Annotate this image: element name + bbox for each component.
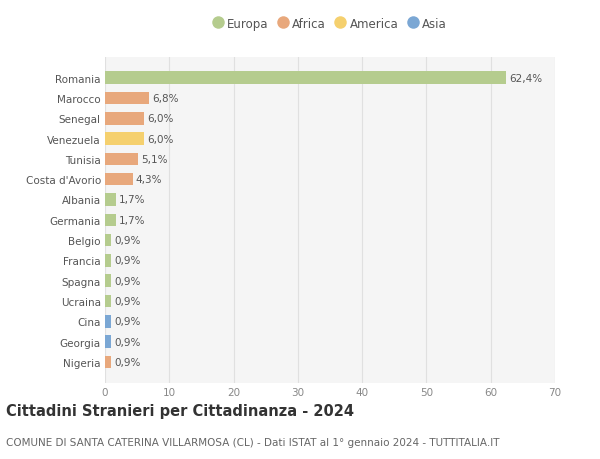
Text: 6,0%: 6,0% (147, 134, 173, 144)
Text: 0,9%: 0,9% (114, 235, 140, 246)
Text: COMUNE DI SANTA CATERINA VILLARMOSA (CL) - Dati ISTAT al 1° gennaio 2024 - TUTTI: COMUNE DI SANTA CATERINA VILLARMOSA (CL)… (6, 437, 499, 447)
Legend: Europa, Africa, America, Asia: Europa, Africa, America, Asia (213, 17, 447, 31)
Text: Cittadini Stranieri per Cittadinanza - 2024: Cittadini Stranieri per Cittadinanza - 2… (6, 403, 354, 419)
Bar (105, 214, 116, 227)
Bar (105, 194, 116, 207)
Text: 0,9%: 0,9% (114, 337, 140, 347)
Bar (105, 92, 149, 105)
Bar (105, 336, 111, 348)
Text: 62,4%: 62,4% (509, 73, 542, 84)
Text: 4,3%: 4,3% (136, 175, 163, 185)
Bar (105, 174, 133, 186)
Text: 0,9%: 0,9% (114, 297, 140, 306)
Text: 5,1%: 5,1% (141, 155, 167, 164)
Text: 0,9%: 0,9% (114, 317, 140, 327)
Bar (105, 113, 143, 125)
Bar (105, 315, 111, 328)
Text: 6,8%: 6,8% (152, 94, 178, 104)
Bar (105, 133, 143, 146)
Text: 6,0%: 6,0% (147, 114, 173, 124)
Text: 0,9%: 0,9% (114, 276, 140, 286)
Bar (105, 275, 111, 287)
Bar (105, 153, 138, 166)
Text: 0,9%: 0,9% (114, 357, 140, 367)
Bar (105, 234, 111, 247)
Text: 1,7%: 1,7% (119, 215, 146, 225)
Bar (105, 72, 506, 85)
Text: 1,7%: 1,7% (119, 195, 146, 205)
Bar (105, 255, 111, 267)
Text: 0,9%: 0,9% (114, 256, 140, 266)
Bar (105, 356, 111, 369)
Bar (105, 295, 111, 308)
